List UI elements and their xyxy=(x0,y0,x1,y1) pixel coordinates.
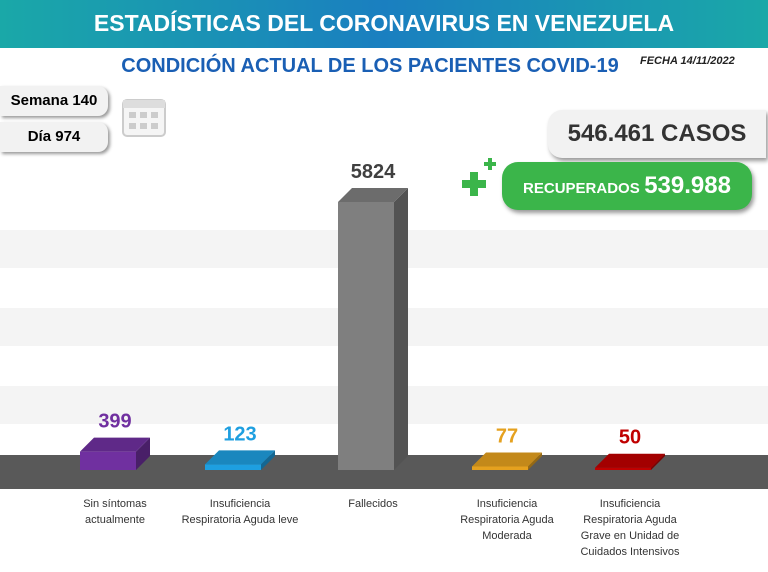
bar xyxy=(595,467,651,470)
category-label: Fallecidos xyxy=(348,498,398,510)
page-title: ESTADÍSTICAS DEL CORONAVIRUS EN VENEZUEL… xyxy=(93,10,675,36)
bar xyxy=(205,464,261,470)
category-label: Insuficiencia Respiratoria Aguda Grave e… xyxy=(580,498,680,558)
bar-top xyxy=(472,452,542,467)
bar xyxy=(472,466,528,470)
category-label: Insuficiencia Respiratoria Aguda Moderad… xyxy=(460,498,554,542)
bar xyxy=(338,202,394,470)
week-box: Semana 140 xyxy=(0,86,108,116)
value-label: 123 xyxy=(223,423,256,445)
category-label: Sin síntomas actualmente xyxy=(83,498,147,526)
bar-side xyxy=(394,188,408,470)
value-label: 77 xyxy=(496,425,518,447)
recovered-box: RECUPERADOS 539.988 xyxy=(502,162,752,210)
bar xyxy=(80,451,136,470)
recovered-value: 539.988 xyxy=(644,172,731,199)
header-band xyxy=(0,0,768,48)
bar-top xyxy=(595,453,665,468)
bar-side xyxy=(261,450,275,470)
value-label: 399 xyxy=(98,411,131,433)
date: FECHA 14/11/2022 xyxy=(640,55,735,67)
cases-box: 546.461 CASOS xyxy=(548,110,766,158)
bar-top xyxy=(205,450,275,465)
chart-title: CONDICIÓN ACTUAL DE LOS PACIENTES COVID-… xyxy=(121,55,619,77)
bar-top xyxy=(338,188,408,202)
calendar-icon xyxy=(122,99,166,137)
plus-icon xyxy=(462,158,496,196)
bar-side xyxy=(136,437,150,470)
bar-side xyxy=(528,452,542,470)
bar-top xyxy=(80,437,150,452)
day-box: Día 974 xyxy=(0,122,108,152)
recovered-label: RECUPERADOS xyxy=(523,180,640,197)
bar-side xyxy=(651,453,665,470)
value-label: 50 xyxy=(619,427,641,449)
category-label: Insuficiencia Respiratoria Aguda leve xyxy=(181,498,299,526)
value-label: 5824 xyxy=(351,161,396,183)
